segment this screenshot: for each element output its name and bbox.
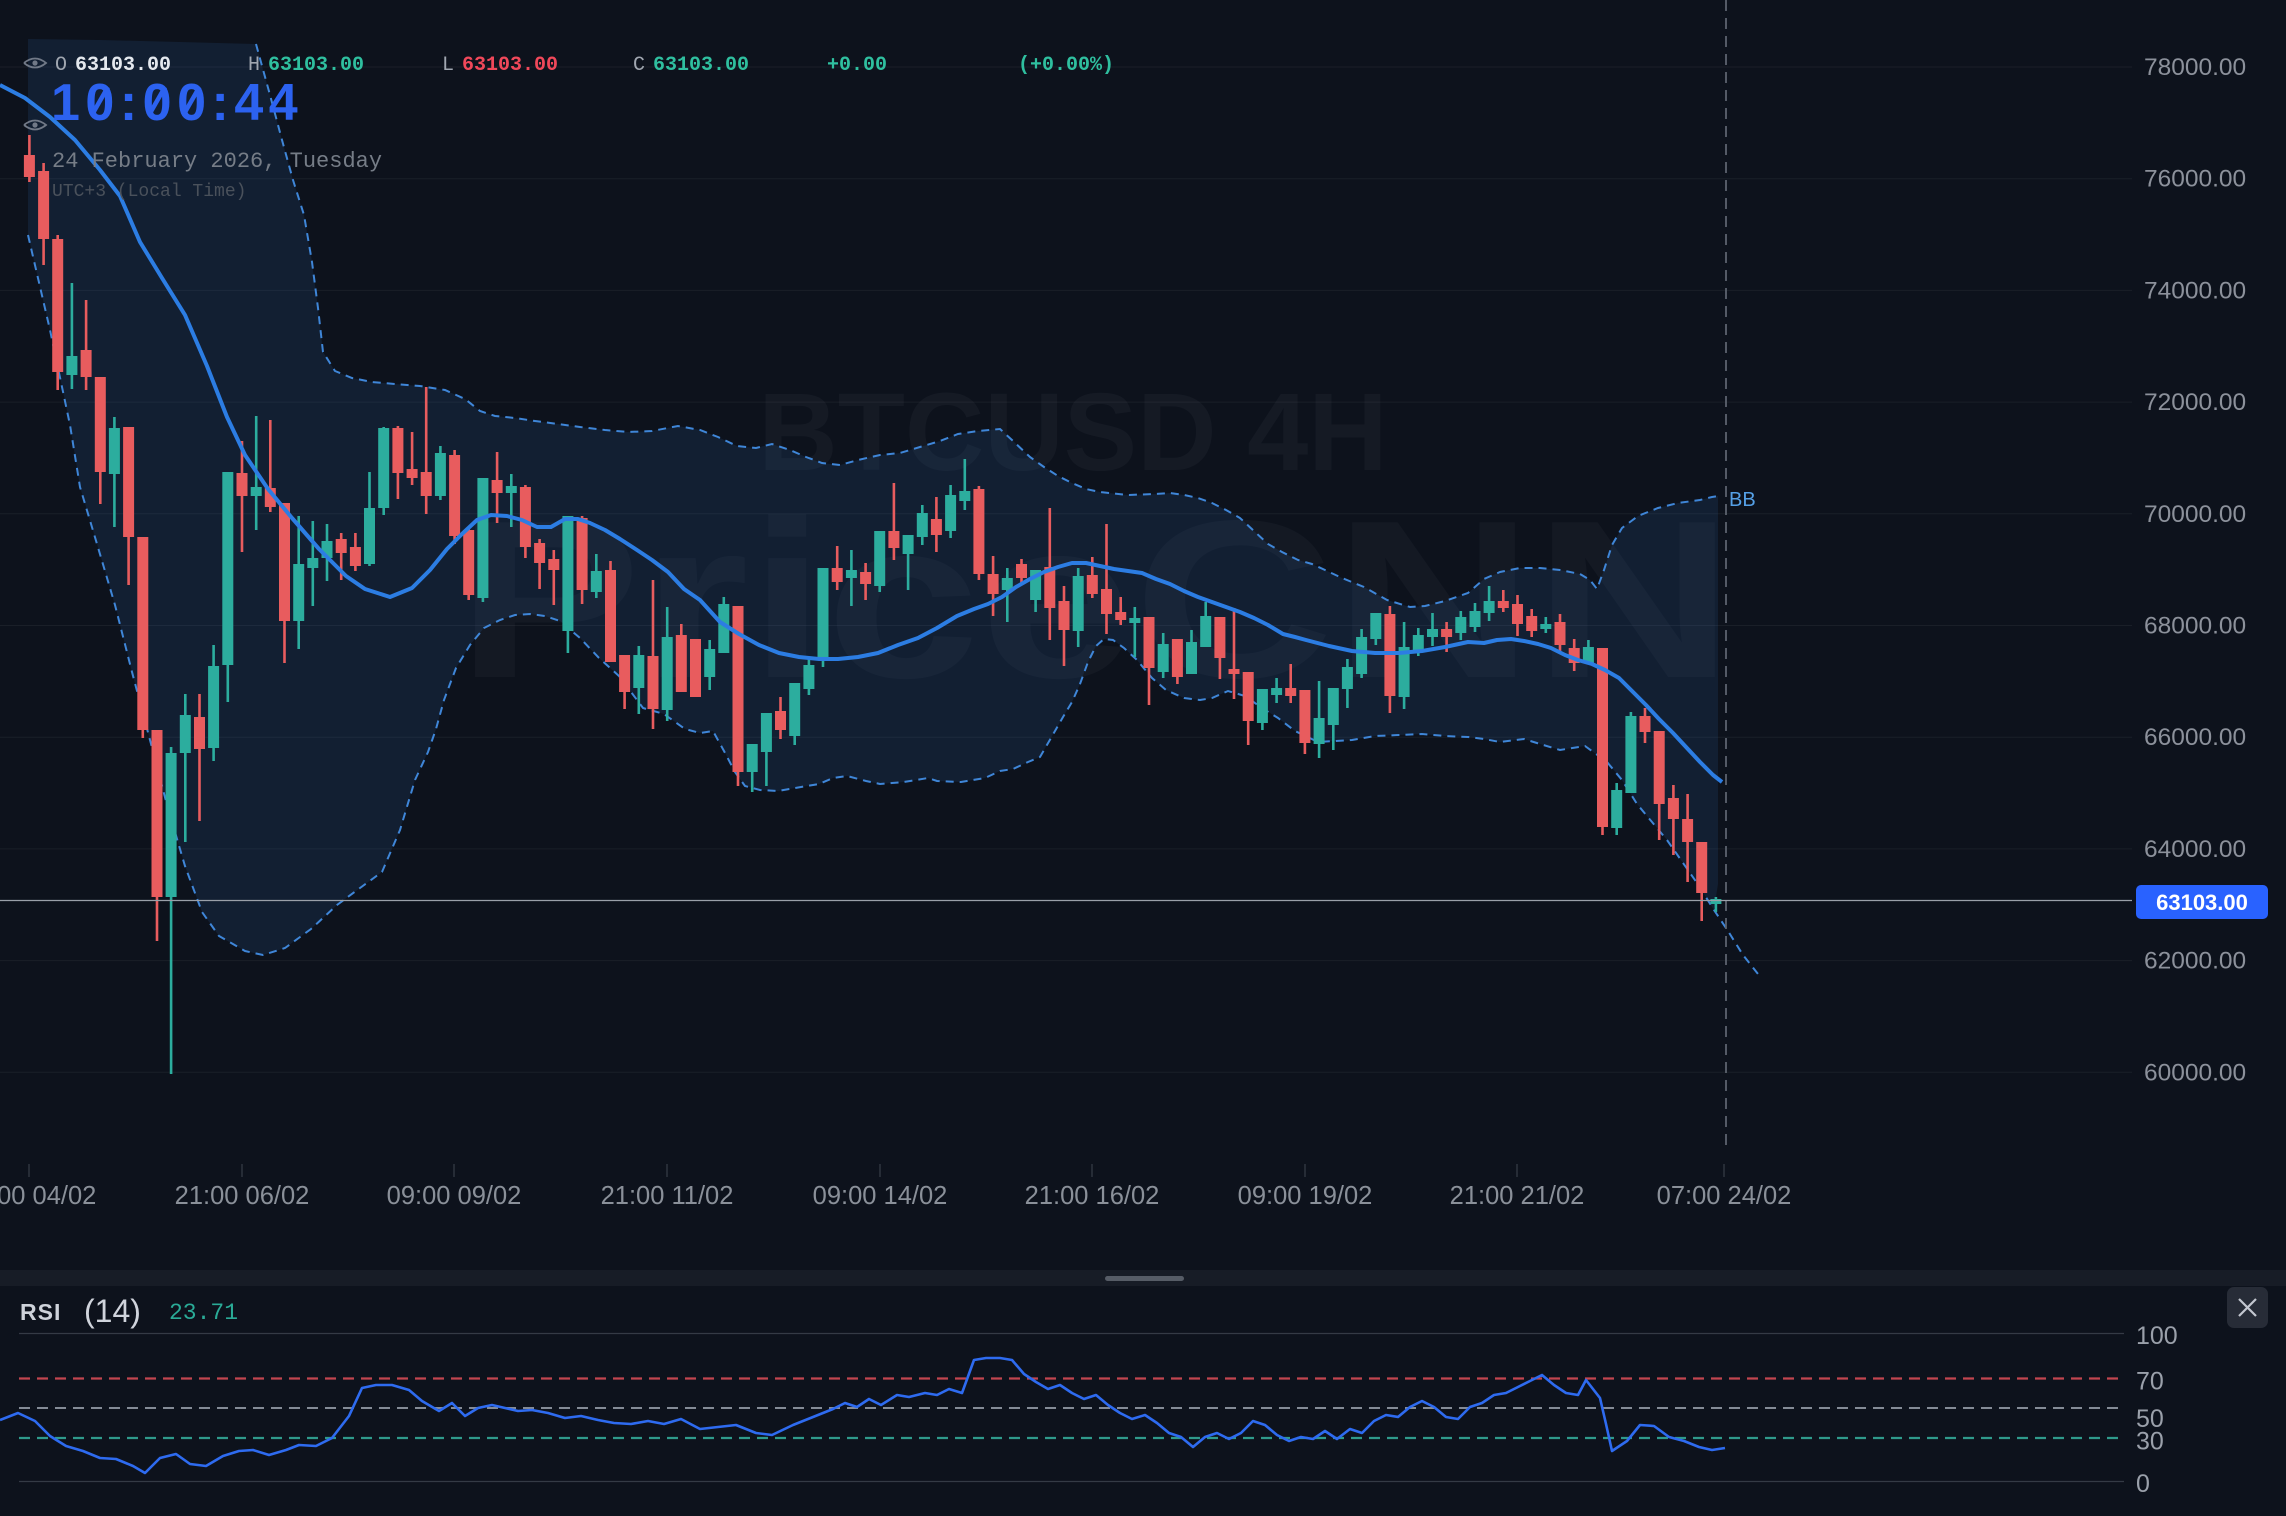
svg-text:50: 50 [2136,1405,2164,1433]
svg-text:64000.00: 64000.00 [2144,836,2246,863]
svg-text:66000.00: 66000.00 [2144,724,2246,751]
svg-text:L: L [442,54,454,77]
svg-text:72000.00: 72000.00 [2144,389,2246,416]
svg-text:O: O [55,54,67,77]
svg-text:C: C [633,54,645,77]
svg-text:0: 0 [2136,1470,2150,1498]
svg-text:(14): (14) [84,1293,141,1329]
svg-text:62000.00: 62000.00 [2144,948,2246,975]
svg-text:68000.00: 68000.00 [2144,613,2246,640]
svg-text:24 February 2026, Tuesday: 24 February 2026, Tuesday [52,149,382,174]
svg-text:+0.00: +0.00 [827,54,887,77]
svg-text:63103.00: 63103.00 [2156,890,2248,915]
svg-text:63103.00: 63103.00 [653,54,749,77]
svg-text:10:00:44: 10:00:44 [51,74,303,132]
svg-text:100: 100 [2136,1322,2178,1350]
svg-text:23.71: 23.71 [169,1300,238,1326]
svg-text:21:00 21/02: 21:00 21/02 [1450,1182,1585,1210]
svg-text:21:00 16/02: 21:00 16/02 [1025,1182,1160,1210]
svg-text:09:00 09/02: 09:00 09/02 [387,1182,522,1210]
svg-text:60000.00: 60000.00 [2144,1059,2246,1086]
svg-text:76000.00: 76000.00 [2144,166,2246,193]
svg-text:09:00 14/02: 09:00 14/02 [813,1182,948,1210]
svg-text:09:00 19/02: 09:00 19/02 [1238,1182,1373,1210]
svg-text:63103.00: 63103.00 [268,54,364,77]
svg-text:BTCUSD 4H: BTCUSD 4H [758,371,1388,494]
svg-text:70: 70 [2136,1368,2164,1396]
svg-text:21:00 11/02: 21:00 11/02 [601,1182,734,1210]
svg-text:(+0.00%): (+0.00%) [1018,54,1114,77]
svg-text:BB: BB [1729,489,1756,511]
svg-text:07:00 24/02: 07:00 24/02 [1657,1182,1792,1210]
svg-text:78000.00: 78000.00 [2144,54,2246,81]
svg-text:21:00 04/02: 21:00 04/02 [0,1182,96,1210]
svg-text:30: 30 [2136,1428,2164,1456]
svg-text:63103.00: 63103.00 [75,54,171,77]
svg-text:H: H [248,54,260,77]
svg-text:UTC+3 (Local Time): UTC+3 (Local Time) [52,182,246,202]
svg-text:70000.00: 70000.00 [2144,501,2246,528]
svg-text:74000.00: 74000.00 [2144,277,2246,304]
svg-text:63103.00: 63103.00 [462,54,558,77]
svg-text:21:00 06/02: 21:00 06/02 [175,1182,310,1210]
svg-text:RSI: RSI [20,1299,61,1325]
